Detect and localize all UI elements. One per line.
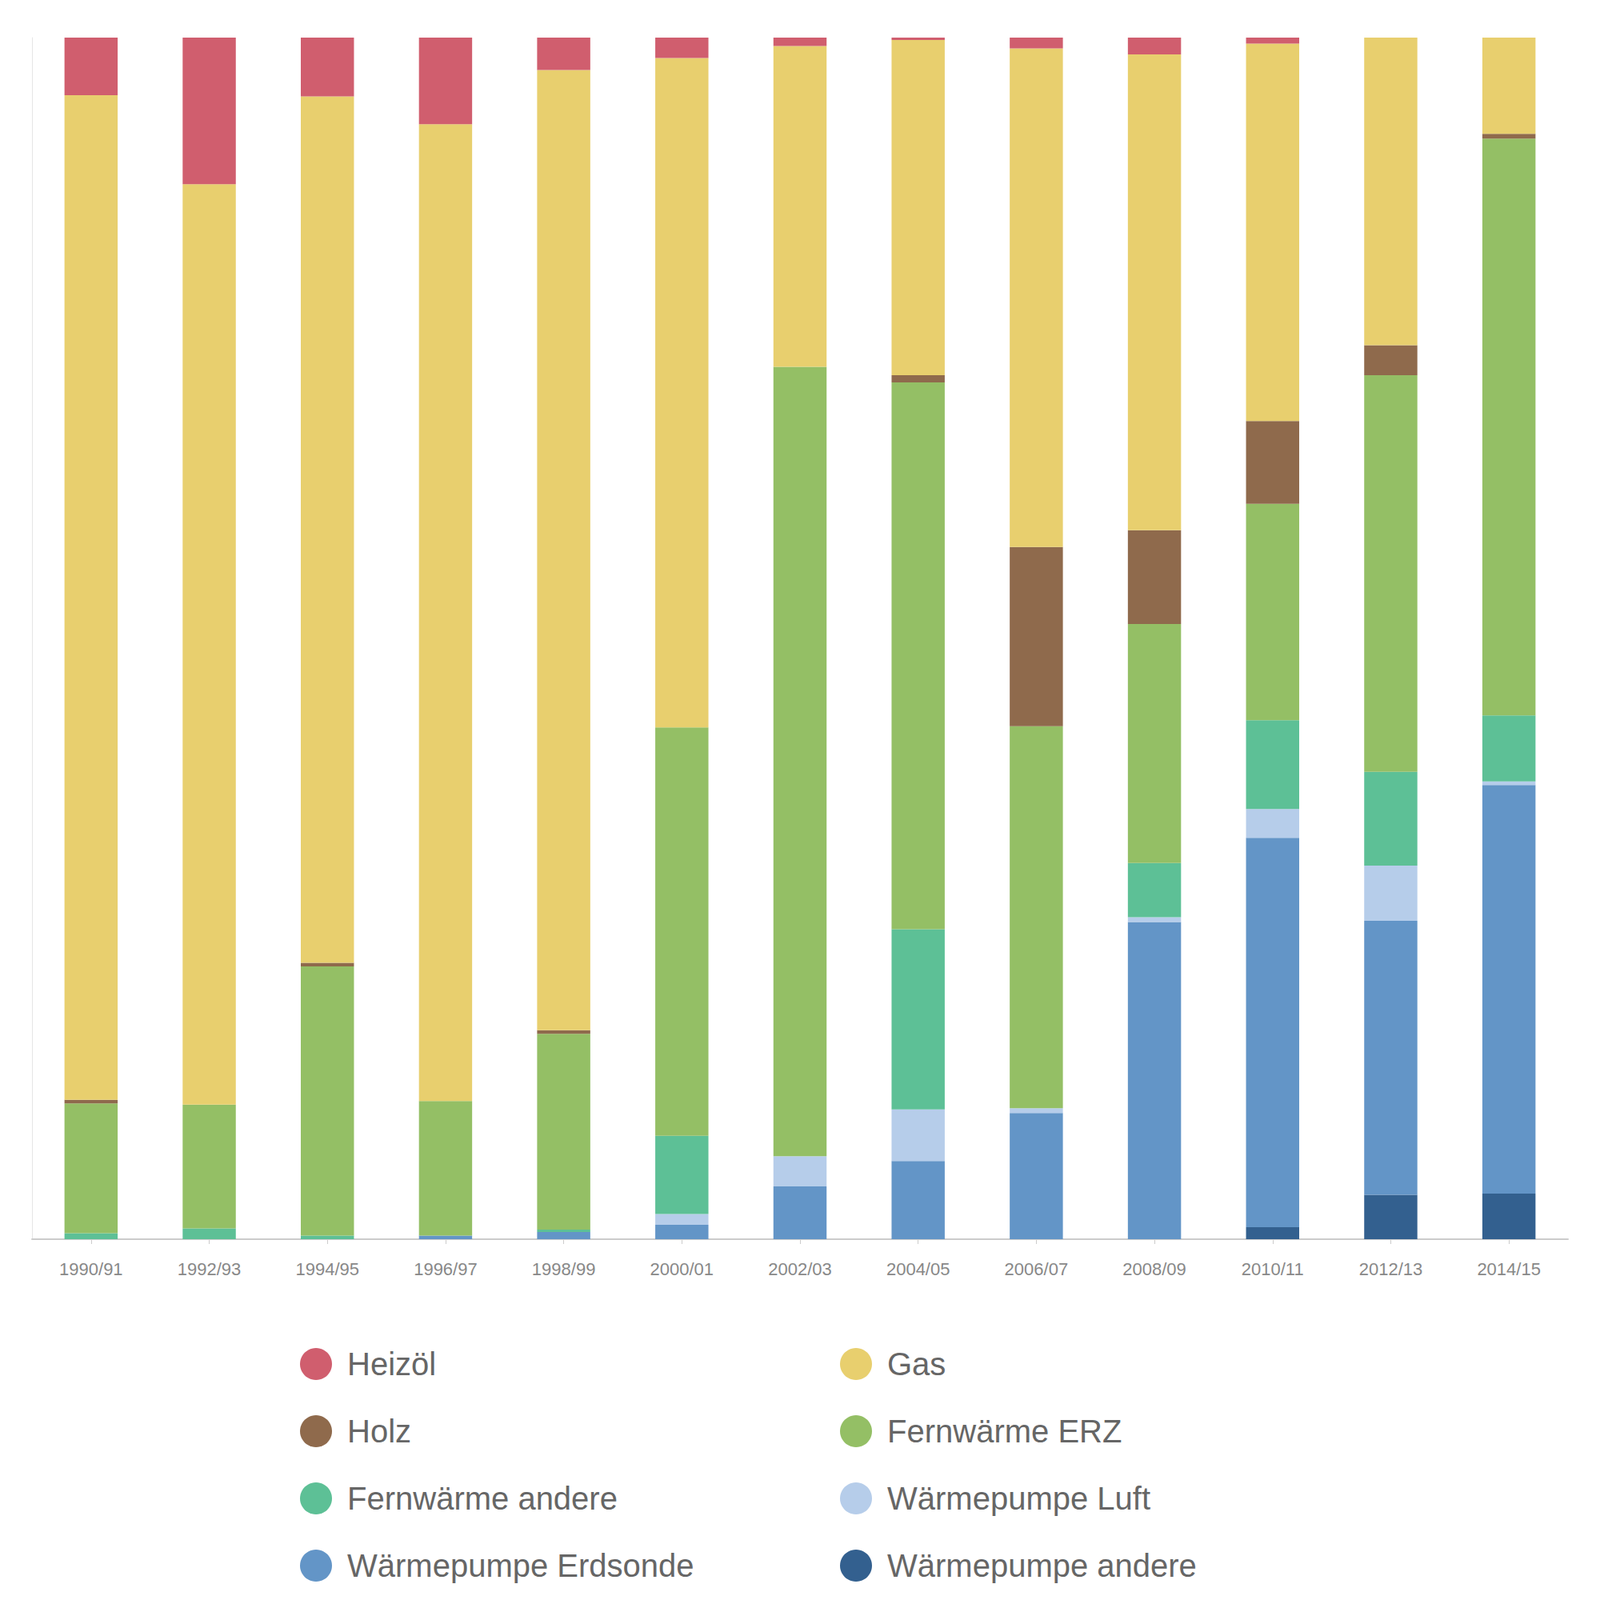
svg-text:Wärmepumpe Erdsonde: Wärmepumpe Erdsonde — [347, 1548, 695, 1584]
svg-text:Gas: Gas — [887, 1346, 946, 1382]
svg-text:2012/13: 2012/13 — [1359, 1259, 1424, 1280]
svg-text:Fernwärme andere: Fernwärme andere — [347, 1480, 618, 1516]
svg-text:1996/97: 1996/97 — [413, 1259, 478, 1280]
svg-text:1994/95: 1994/95 — [295, 1259, 360, 1280]
svg-text:1998/99: 1998/99 — [532, 1259, 596, 1280]
svg-text:2008/09: 2008/09 — [1122, 1259, 1187, 1280]
svg-text:1992/93: 1992/93 — [177, 1259, 242, 1280]
svg-text:2014/15: 2014/15 — [1476, 1259, 1541, 1280]
svg-text:2006/07: 2006/07 — [1004, 1259, 1069, 1280]
svg-text:1990/91: 1990/91 — [59, 1259, 124, 1280]
svg-text:Fernwärme ERZ: Fernwärme ERZ — [887, 1413, 1122, 1449]
svg-text:Heizöl: Heizöl — [347, 1346, 436, 1382]
svg-text:Holz: Holz — [347, 1413, 412, 1449]
svg-text:2000/01: 2000/01 — [650, 1259, 715, 1280]
svg-text:Wärmepumpe andere: Wärmepumpe andere — [887, 1548, 1197, 1584]
svg-text:2002/03: 2002/03 — [768, 1259, 832, 1280]
svg-text:Wärmepumpe Luft: Wärmepumpe Luft — [887, 1480, 1151, 1516]
svg-text:2004/05: 2004/05 — [886, 1259, 951, 1280]
svg-text:2010/11: 2010/11 — [1241, 1259, 1304, 1280]
